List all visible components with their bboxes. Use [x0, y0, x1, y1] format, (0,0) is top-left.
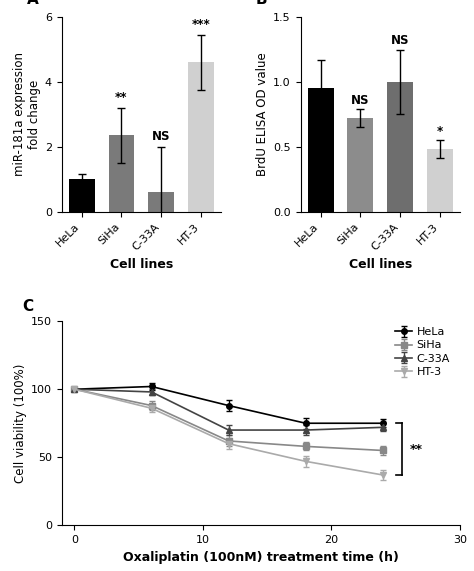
X-axis label: Cell lines: Cell lines	[109, 258, 173, 271]
Bar	[347, 118, 373, 212]
Text: B: B	[256, 0, 267, 6]
Bar	[69, 179, 95, 212]
Text: **: **	[115, 91, 128, 104]
Text: ***: ***	[191, 18, 210, 31]
Text: C: C	[22, 299, 33, 314]
Y-axis label: BrdU ELISA OD value: BrdU ELISA OD value	[256, 53, 269, 176]
Text: *: *	[437, 124, 443, 138]
Text: **: **	[410, 443, 423, 456]
Bar	[308, 89, 334, 212]
Text: NS: NS	[152, 130, 170, 143]
Text: A: A	[27, 0, 38, 6]
Bar	[188, 62, 214, 212]
Bar	[109, 135, 134, 212]
Bar	[148, 192, 174, 212]
Bar	[427, 150, 453, 212]
Y-axis label: Cell viability (100%): Cell viability (100%)	[14, 364, 27, 483]
X-axis label: Oxaliplatin (100nM) treatment time (h): Oxaliplatin (100nM) treatment time (h)	[123, 550, 399, 564]
Text: NS: NS	[351, 94, 370, 107]
Legend: HeLa, SiHa, C-33A, HT-3: HeLa, SiHa, C-33A, HT-3	[391, 323, 454, 381]
Y-axis label: miR-181a expression
fold change: miR-181a expression fold change	[13, 53, 41, 176]
Text: NS: NS	[391, 34, 409, 47]
X-axis label: Cell lines: Cell lines	[348, 258, 412, 271]
Bar	[387, 82, 413, 212]
